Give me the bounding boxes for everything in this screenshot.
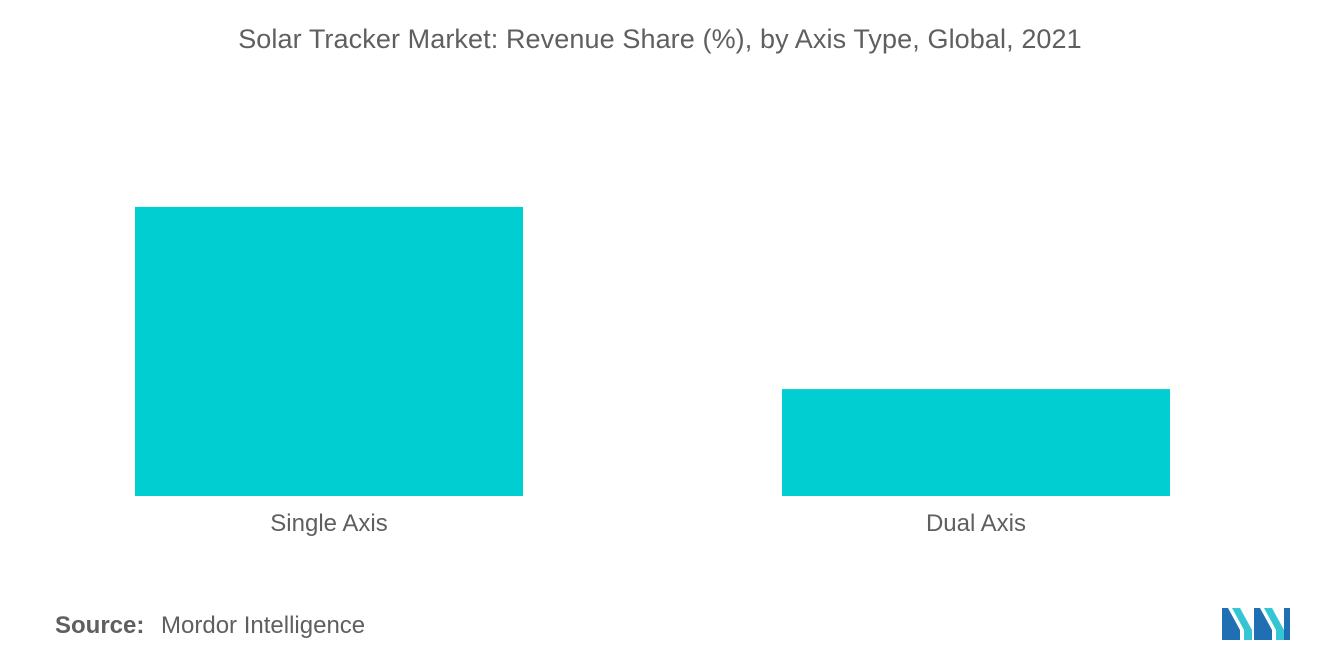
mordor-intelligence-logo-icon xyxy=(1222,608,1290,640)
logo-shape-2 xyxy=(1232,608,1252,640)
logo-shape-5 xyxy=(1284,608,1290,640)
source-text: Mordor Intelligence xyxy=(161,612,366,639)
category-label-dual-axis: Dual Axis xyxy=(926,510,1026,537)
category-labels-layer: Single Axis Dual Axis xyxy=(270,510,1026,537)
logo-shape-4 xyxy=(1264,608,1284,640)
source-note: Source: Mordor Intelligence xyxy=(55,612,365,640)
category-label-single-axis: Single Axis xyxy=(270,510,387,537)
source-label: Source: xyxy=(55,612,145,639)
logo-shape-1 xyxy=(1222,608,1240,640)
chart-title: Solar Tracker Market: Revenue Share (%),… xyxy=(238,24,1082,54)
bars-layer xyxy=(135,206,1170,497)
logo-shape-3 xyxy=(1254,608,1272,640)
bar-single-axis xyxy=(135,206,523,497)
bar-dual-axis xyxy=(782,389,1170,496)
